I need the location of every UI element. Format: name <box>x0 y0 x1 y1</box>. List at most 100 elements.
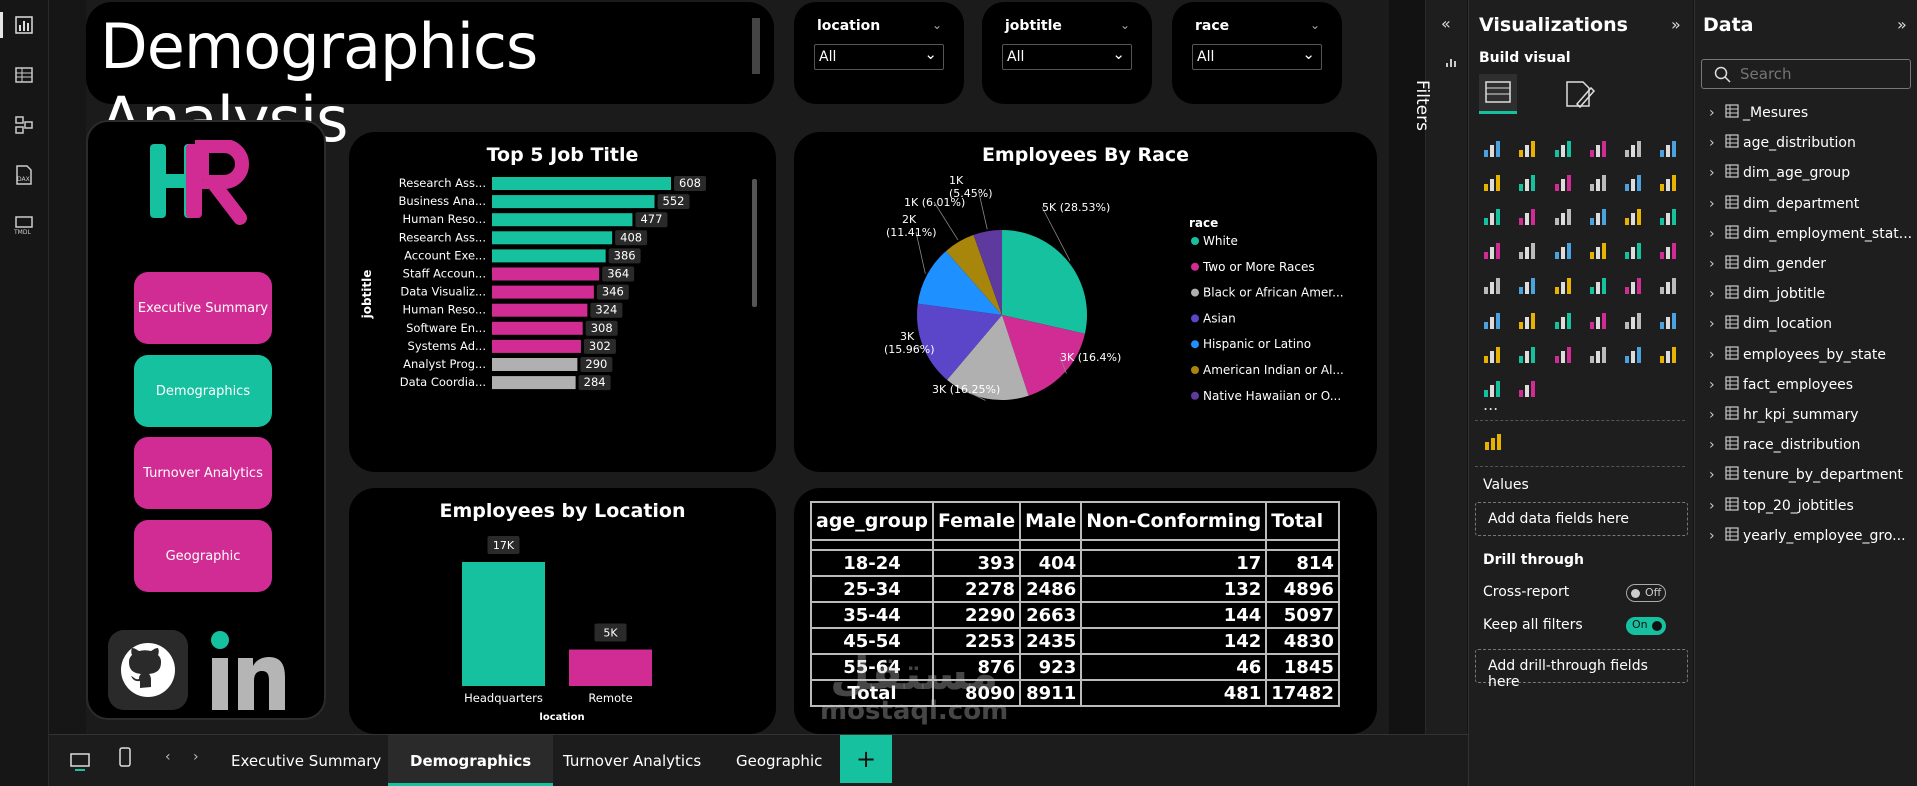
tab-executive-summary[interactable]: Executive Summary <box>231 752 382 770</box>
visual-type-icon[interactable] <box>1516 310 1538 332</box>
powerbi-custom-visual-icon[interactable] <box>1483 432 1503 456</box>
dax-query-icon[interactable]: DAX <box>9 160 39 190</box>
visual-type-icon[interactable] <box>1622 310 1644 332</box>
visual-type-icon[interactable] <box>1481 275 1503 297</box>
filters-strip[interactable] <box>1425 0 1467 734</box>
previous-page-icon[interactable]: ‹ <box>165 749 171 765</box>
visual-type-icon[interactable] <box>1481 378 1503 400</box>
tab-geographic[interactable]: Geographic <box>736 752 823 770</box>
visual-type-icon[interactable] <box>1587 172 1609 194</box>
age-gender-matrix[interactable]: age_group Female Male Non-Conforming Total 1… <box>794 488 1377 734</box>
slicer-dropdown[interactable]: All ⌄ <box>1002 44 1132 70</box>
field-table-item[interactable]: › race_distribution <box>1709 436 1860 460</box>
drill-through-well[interactable]: Add drill-through fields here <box>1475 649 1688 690</box>
bar[interactable] <box>492 339 581 353</box>
chevron-right-icon[interactable]: › <box>1709 497 1715 514</box>
visual-type-icon[interactable] <box>1516 240 1538 262</box>
nav-executive-summary-button[interactable]: Executive Summary <box>134 272 272 344</box>
tab-turnover-analytics[interactable]: Turnover Analytics <box>563 752 702 770</box>
bar[interactable] <box>492 358 578 371</box>
field-table-item[interactable]: › dim_employment_stat... <box>1709 225 1912 249</box>
column-header[interactable]: Female <box>931 501 1022 541</box>
visual-type-icon[interactable] <box>1552 275 1574 297</box>
pie-slice[interactable] <box>947 315 1029 400</box>
visual-type-icon[interactable] <box>1481 240 1503 262</box>
mobile-layout-icon[interactable] <box>119 747 131 771</box>
field-table-item[interactable]: › _Mesures <box>1709 104 1808 128</box>
visual-type-icon[interactable] <box>1516 344 1538 366</box>
bar[interactable] <box>492 213 633 227</box>
visual-type-icon[interactable] <box>1552 240 1574 262</box>
expand-right-icon[interactable]: » <box>1897 15 1907 34</box>
pie-slice[interactable] <box>973 230 1003 315</box>
field-table-item[interactable]: › tenure_by_department <box>1709 466 1903 490</box>
filters-label[interactable]: Filters <box>1412 80 1432 131</box>
linkedin-icon[interactable] <box>208 628 288 718</box>
visual-type-icon[interactable] <box>1552 310 1574 332</box>
chevron-right-icon[interactable]: › <box>1709 195 1715 212</box>
visual-type-icon[interactable] <box>1516 275 1538 297</box>
column-header[interactable]: age_group <box>810 501 934 541</box>
visual-type-icon[interactable] <box>1657 240 1679 262</box>
nav-turnover-analytics-button[interactable]: Turnover Analytics <box>134 437 272 509</box>
chart-scrollbar[interactable] <box>752 179 757 307</box>
legend-item[interactable]: Two or More Races <box>1202 260 1315 274</box>
field-table-item[interactable]: › employees_by_state <box>1709 345 1886 370</box>
bar[interactable] <box>492 321 583 335</box>
visual-type-icon[interactable] <box>1587 344 1609 366</box>
search-box[interactable] <box>1701 59 1911 89</box>
field-table-item[interactable]: › dim_age_group <box>1709 164 1850 188</box>
tmdl-view-icon[interactable]: TMDL <box>9 210 39 240</box>
chevron-right-icon[interactable]: › <box>1709 437 1715 454</box>
slicer-dropdown[interactable]: All ⌄ <box>814 44 944 70</box>
visual-type-icon[interactable] <box>1657 275 1679 297</box>
collapse-left-icon[interactable]: « <box>1441 14 1451 33</box>
visual-type-icon[interactable] <box>1657 138 1679 160</box>
field-table-item[interactable]: › dim_jobtitle <box>1709 285 1825 309</box>
bar[interactable] <box>569 649 652 686</box>
search-input[interactable] <box>1740 64 1900 84</box>
jobtitle-slicer[interactable]: jobtitle ⌄ All ⌄ <box>982 2 1152 104</box>
visual-type-icon[interactable] <box>1587 240 1609 262</box>
visual-type-icon[interactable] <box>1587 310 1609 332</box>
add-page-button[interactable]: + <box>840 735 892 783</box>
field-table-item[interactable]: › top_20_jobtitles <box>1709 496 1854 521</box>
pie-slice[interactable] <box>1002 230 1087 334</box>
column-header[interactable]: Total <box>1265 501 1340 541</box>
visual-type-icon[interactable] <box>1587 275 1609 297</box>
nav-geographic-button[interactable]: Geographic <box>134 520 272 592</box>
field-table-item[interactable]: › dim_location <box>1709 315 1832 339</box>
visual-type-icon[interactable] <box>1552 344 1574 366</box>
legend-item[interactable]: Native Hawaiian or O... <box>1203 389 1341 403</box>
desktop-layout-icon[interactable] <box>63 745 97 779</box>
model-view-icon[interactable] <box>9 110 39 140</box>
visual-type-icon[interactable] <box>1587 206 1609 228</box>
bar[interactable] <box>492 177 671 190</box>
chevron-right-icon[interactable]: › <box>1709 105 1715 121</box>
chevron-right-icon[interactable]: › <box>1709 286 1715 303</box>
legend-item[interactable]: White <box>1203 234 1238 248</box>
visual-type-icon[interactable] <box>1516 206 1538 228</box>
slicer-dropdown[interactable]: All ⌄ <box>1192 44 1322 70</box>
bar[interactable] <box>492 231 613 245</box>
table-view-icon[interactable] <box>9 60 39 90</box>
visual-type-icon[interactable] <box>1516 378 1538 400</box>
field-table-item[interactable]: › hr_kpi_summary <box>1709 406 1859 430</box>
visual-type-icon[interactable] <box>1622 275 1644 297</box>
legend-item[interactable]: Asian <box>1203 311 1236 325</box>
pie-slice[interactable] <box>945 234 1002 315</box>
visual-type-icon[interactable] <box>1481 310 1503 332</box>
field-table-item[interactable]: › dim_department <box>1709 194 1859 219</box>
chevron-right-icon[interactable]: › <box>1709 467 1715 484</box>
bar[interactable] <box>492 267 600 281</box>
format-visual-icon[interactable] <box>1563 76 1597 116</box>
visual-type-icon[interactable] <box>1481 206 1503 228</box>
top-job-title-chart[interactable]: Top 5 Job Title jobtitle Research Ass... 6… <box>349 132 776 472</box>
chevron-right-icon[interactable]: › <box>1709 376 1715 393</box>
chevron-right-icon[interactable]: › <box>1709 165 1715 182</box>
legend-item[interactable]: Hispanic or Latino <box>1203 337 1311 351</box>
pie-slice[interactable] <box>1002 315 1085 396</box>
bar[interactable] <box>492 303 588 317</box>
column-header[interactable]: Male <box>1019 501 1083 541</box>
visual-type-icon[interactable] <box>1481 344 1503 366</box>
